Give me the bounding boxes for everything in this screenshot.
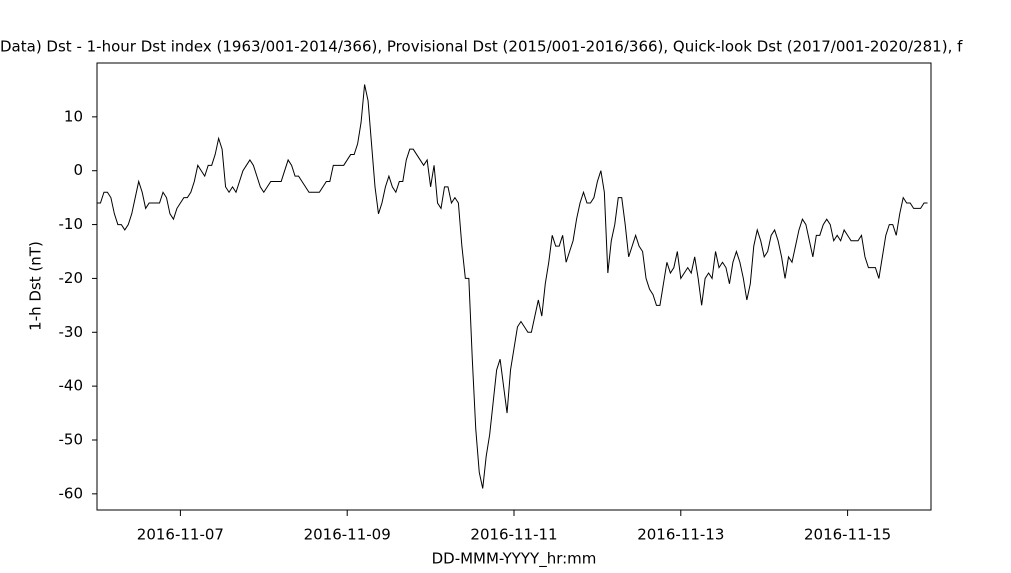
y-tick-label: -60	[59, 484, 84, 502]
x-axis-label: DD-MMM-YYYY_hr:mm	[432, 550, 597, 569]
y-axis-label: 1-h Dst (nT)	[27, 241, 45, 331]
plot-frame	[96, 62, 932, 511]
x-tick-label: 2016-11-11	[470, 526, 557, 544]
x-tick-label: 2016-11-15	[804, 526, 891, 544]
x-tick-label: 2016-11-13	[637, 526, 724, 544]
chart-title: Data) Dst - 1-hour Dst index (1963/001-2…	[0, 38, 963, 56]
y-tick-label: 0	[73, 161, 83, 179]
y-tick-label: 10	[64, 107, 83, 125]
y-tick-label: -10	[59, 215, 84, 233]
y-tick-label: -40	[59, 377, 84, 395]
x-tick-label: 2016-11-09	[304, 526, 391, 544]
y-tick-label: -50	[59, 430, 84, 448]
data-line	[97, 84, 928, 489]
y-tick-label: -30	[59, 323, 84, 341]
x-tick-label: 2016-11-07	[137, 526, 224, 544]
y-tick-label: -20	[59, 269, 84, 287]
